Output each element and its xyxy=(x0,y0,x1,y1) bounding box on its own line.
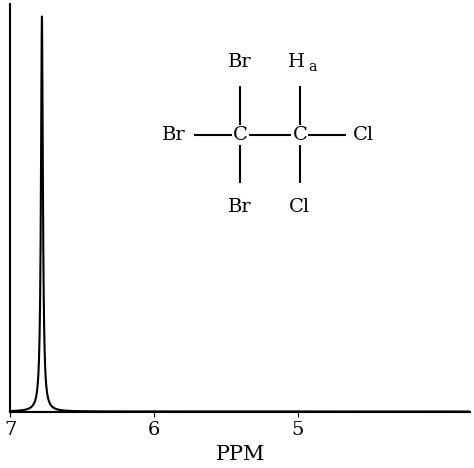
Text: Br: Br xyxy=(228,198,252,216)
Text: Br: Br xyxy=(228,53,252,71)
Text: Cl: Cl xyxy=(353,125,374,144)
X-axis label: PPM: PPM xyxy=(216,445,264,464)
Text: C: C xyxy=(292,125,307,144)
Text: a: a xyxy=(309,60,317,74)
Text: Br: Br xyxy=(162,125,185,144)
Text: Cl: Cl xyxy=(289,198,310,216)
Text: H: H xyxy=(288,53,305,71)
Text: C: C xyxy=(233,125,247,144)
